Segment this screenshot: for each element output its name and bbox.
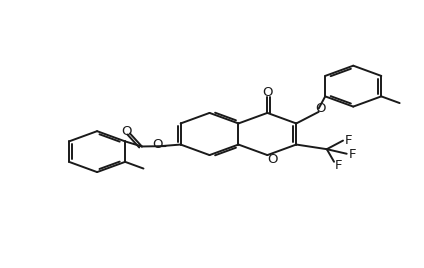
Text: F: F: [335, 159, 342, 172]
Text: O: O: [268, 153, 278, 166]
Text: F: F: [345, 133, 352, 147]
Text: O: O: [315, 102, 326, 115]
Text: F: F: [349, 148, 356, 161]
Text: O: O: [262, 86, 273, 99]
Text: O: O: [122, 125, 132, 138]
Text: O: O: [152, 138, 162, 151]
